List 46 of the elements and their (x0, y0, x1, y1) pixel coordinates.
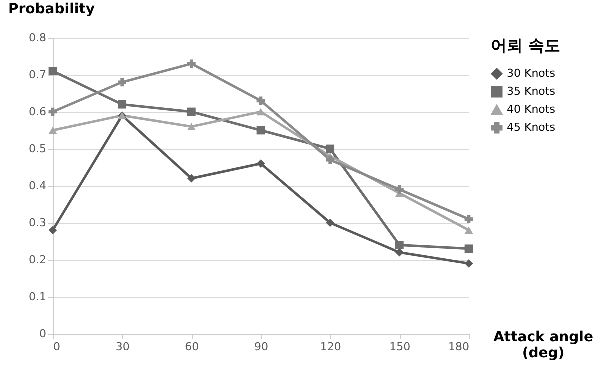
point (187, 60, 196, 68)
y-tick-label: 0.2 (29, 254, 46, 266)
point (187, 123, 196, 130)
y-tick-label: 0.7 (29, 68, 46, 82)
y-tick-label: 0.1 (29, 290, 46, 304)
point (326, 156, 335, 164)
point (464, 260, 474, 268)
point (395, 186, 404, 194)
y-tick-label: 0.6 (29, 106, 46, 118)
legend-label: 45 Knots (507, 121, 556, 134)
x-tick-label: 0 (54, 340, 60, 354)
x-tick-label: 60 (185, 340, 200, 354)
point (256, 108, 266, 116)
point (48, 67, 58, 76)
point (464, 215, 474, 224)
point (48, 226, 58, 235)
x-tick-label: 90 (254, 340, 268, 354)
point (395, 248, 404, 257)
x-tick-label: 30 (116, 340, 130, 354)
point (395, 241, 404, 250)
x-axis-title: Attack angle (deg) (494, 330, 594, 362)
legend-label: 30 Knots (507, 67, 556, 80)
point (256, 160, 266, 168)
x-tick-label: 180 (448, 340, 470, 354)
point (118, 78, 127, 87)
x-tick-label: 120 (320, 340, 342, 354)
point (187, 108, 196, 116)
point (118, 100, 127, 109)
point (256, 96, 266, 106)
y-axis-title: Probability (8, 2, 95, 18)
legend-label: 40 Knots (507, 103, 556, 116)
y-tick-label: 0.4 (29, 180, 46, 192)
x-tick-label: 150 (390, 340, 411, 354)
point (326, 144, 335, 154)
y-tick-label: 0.3 (29, 216, 46, 230)
y-tick-label: 0 (40, 328, 46, 340)
point (187, 174, 196, 183)
point (326, 218, 335, 228)
point (256, 126, 266, 135)
point (464, 244, 474, 254)
y-tick-label: 0.5 (29, 142, 46, 156)
legend-title: 어뢰 속도 (491, 36, 561, 55)
point (464, 226, 474, 234)
point (48, 126, 58, 134)
legend-label: 35 Knots (507, 85, 556, 98)
y-tick-label: 0.8 (29, 32, 46, 44)
